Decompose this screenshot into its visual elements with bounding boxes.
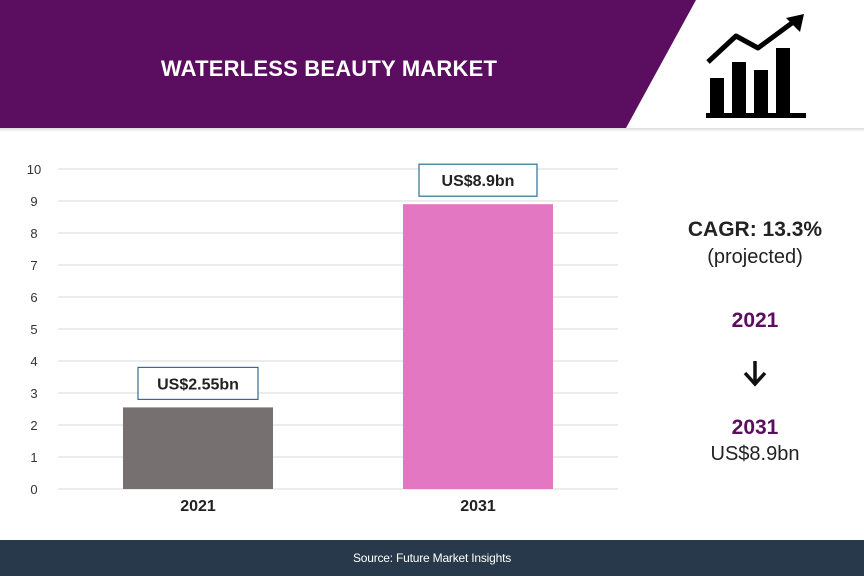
y-tick-label: 3: [30, 386, 37, 401]
bar-chart-growth-icon: [706, 14, 806, 118]
page-title: WATERLESS BEAUTY MARKET: [160, 56, 498, 81]
y-tick-label: 9: [30, 194, 37, 209]
bar-2021: [123, 407, 273, 489]
header-purple-shape: [0, 0, 696, 128]
y-tick-label: 7: [30, 258, 37, 273]
y-tick-label: 8: [30, 226, 37, 241]
data-label-box: [418, 163, 538, 197]
header-banner: [0, 0, 696, 128]
data-label-box: [137, 366, 259, 400]
x-tick-label: 2021: [180, 498, 216, 515]
x-tick-label: 2031: [460, 498, 496, 515]
y-tick-label: 5: [30, 322, 37, 337]
y-tick-label: 6: [30, 290, 37, 305]
data-label: US$8.9bn: [442, 173, 515, 190]
cagr-text: CAGR: 13.3%: [687, 218, 823, 241]
projected-note: (projected): [707, 246, 803, 268]
y-tick-label: 0: [30, 482, 37, 497]
data-label: US$2.55bn: [157, 376, 239, 393]
source-footer: Source: Future Market Insights: [0, 540, 864, 576]
header-divider: [0, 128, 864, 132]
y-tick-label: 2: [30, 418, 37, 433]
start-year: 2021: [731, 309, 779, 332]
y-tick-label: 1: [30, 450, 37, 465]
y-tick-label: 10: [27, 162, 41, 177]
arrow-down-icon: [743, 361, 767, 387]
bar-chart: 0 1 2 3 4 5 6 7 8 9 10 US$2.55bn 2021 US$8.9bn 2031: [27, 162, 618, 515]
y-tick-label: 4: [30, 354, 37, 369]
end-value: US$8.9bn: [710, 443, 800, 465]
bar-2031: [403, 204, 553, 489]
end-year: 2031: [731, 416, 779, 439]
